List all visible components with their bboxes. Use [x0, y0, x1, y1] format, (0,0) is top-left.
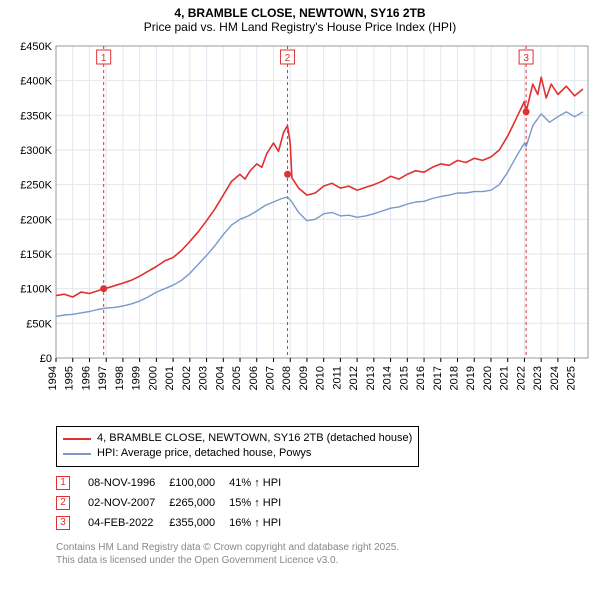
svg-text:2021: 2021 — [499, 366, 511, 390]
sale-price: £265,000 — [169, 493, 229, 513]
svg-text:£100K: £100K — [20, 284, 52, 296]
sale-num-badge: 1 — [56, 476, 70, 490]
svg-text:2009: 2009 — [298, 366, 310, 390]
svg-text:2015: 2015 — [398, 366, 410, 390]
svg-text:£150K: £150K — [20, 249, 52, 261]
chart-container: 4, BRAMBLE CLOSE, NEWTOWN, SY16 2TB Pric… — [0, 0, 600, 590]
svg-text:2002: 2002 — [181, 366, 193, 390]
legend-row-2: HPI: Average price, detached house, Powy… — [63, 446, 412, 461]
svg-text:2023: 2023 — [532, 366, 544, 390]
svg-text:2025: 2025 — [566, 366, 578, 390]
sale-delta: 41% ↑ HPI — [229, 473, 295, 493]
svg-text:2005: 2005 — [231, 366, 243, 390]
svg-text:£50K: £50K — [26, 318, 52, 330]
sale-date: 04-FEB-2022 — [88, 513, 169, 533]
sale-num-badge: 2 — [56, 496, 70, 510]
sales-row: 3 04-FEB-2022£355,00016% ↑ HPI — [56, 513, 295, 533]
svg-text:2013: 2013 — [365, 366, 377, 390]
svg-text:2007: 2007 — [264, 366, 276, 390]
title-line-1: 4, BRAMBLE CLOSE, NEWTOWN, SY16 2TB — [8, 6, 592, 20]
svg-text:2024: 2024 — [549, 366, 561, 390]
svg-text:2008: 2008 — [281, 366, 293, 390]
sale-date: 08-NOV-1996 — [88, 473, 169, 493]
legend-row-1: 4, BRAMBLE CLOSE, NEWTOWN, SY16 2TB (det… — [63, 431, 412, 446]
chart-area: £0 £50K £100K £150K £200K £250K £300K £350K £400… — [8, 38, 592, 418]
svg-text:£250K: £250K — [20, 180, 52, 192]
svg-text:£200K: £200K — [20, 214, 52, 226]
svg-text:2020: 2020 — [482, 366, 494, 390]
legend-swatch-1 — [63, 438, 91, 440]
svg-text:2019: 2019 — [465, 366, 477, 390]
svg-text:2010: 2010 — [315, 366, 327, 390]
footnote-line-1: Contains HM Land Registry data © Crown c… — [56, 541, 592, 554]
footnote-line-2: This data is licensed under the Open Gov… — [56, 554, 592, 567]
svg-text:1999: 1999 — [131, 366, 143, 390]
svg-text:1996: 1996 — [80, 366, 92, 390]
svg-text:3: 3 — [523, 53, 529, 64]
sale-price: £355,000 — [169, 513, 229, 533]
svg-text:£0: £0 — [40, 353, 52, 365]
svg-text:1: 1 — [101, 53, 107, 64]
sale-delta: 16% ↑ HPI — [229, 513, 295, 533]
svg-text:2000: 2000 — [147, 366, 159, 390]
sale-num-badge: 3 — [56, 516, 70, 530]
svg-text:2001: 2001 — [164, 366, 176, 390]
svg-text:£300K: £300K — [20, 145, 52, 157]
svg-text:2: 2 — [285, 53, 291, 64]
sale-date: 02-NOV-2007 — [88, 493, 169, 513]
svg-text:2017: 2017 — [432, 366, 444, 390]
svg-text:£450K: £450K — [20, 41, 52, 53]
svg-text:£400K: £400K — [20, 76, 52, 88]
svg-text:2018: 2018 — [449, 366, 461, 390]
legend-swatch-2 — [63, 453, 91, 455]
svg-text:2014: 2014 — [382, 366, 394, 390]
svg-text:1995: 1995 — [64, 366, 76, 390]
svg-text:2003: 2003 — [198, 366, 210, 390]
svg-text:2004: 2004 — [214, 366, 226, 390]
svg-text:1994: 1994 — [47, 366, 59, 390]
footnote: Contains HM Land Registry data © Crown c… — [56, 541, 592, 567]
svg-text:1998: 1998 — [114, 366, 126, 390]
svg-text:2011: 2011 — [331, 366, 343, 390]
sale-delta: 15% ↑ HPI — [229, 493, 295, 513]
sales-row: 1 08-NOV-1996£100,00041% ↑ HPI — [56, 473, 295, 493]
svg-text:£350K: £350K — [20, 110, 52, 122]
svg-text:2016: 2016 — [415, 366, 427, 390]
legend-label-1: 4, BRAMBLE CLOSE, NEWTOWN, SY16 2TB (det… — [97, 431, 412, 446]
legend-box: 4, BRAMBLE CLOSE, NEWTOWN, SY16 2TB (det… — [56, 426, 419, 467]
sales-row: 2 02-NOV-2007£265,00015% ↑ HPI — [56, 493, 295, 513]
svg-text:1997: 1997 — [97, 366, 109, 390]
svg-text:2022: 2022 — [515, 366, 527, 390]
legend-label-2: HPI: Average price, detached house, Powy… — [97, 446, 311, 461]
sales-table: 1 08-NOV-1996£100,00041% ↑ HPI 2 02-NOV-200… — [56, 473, 295, 533]
sale-price: £100,000 — [169, 473, 229, 493]
title-line-2: Price paid vs. HM Land Registry's House … — [8, 20, 592, 34]
svg-text:2006: 2006 — [248, 366, 260, 390]
line-chart-svg: £0 £50K £100K £150K £200K £250K £300K £350K £400… — [8, 38, 592, 418]
svg-text:2012: 2012 — [348, 366, 360, 390]
